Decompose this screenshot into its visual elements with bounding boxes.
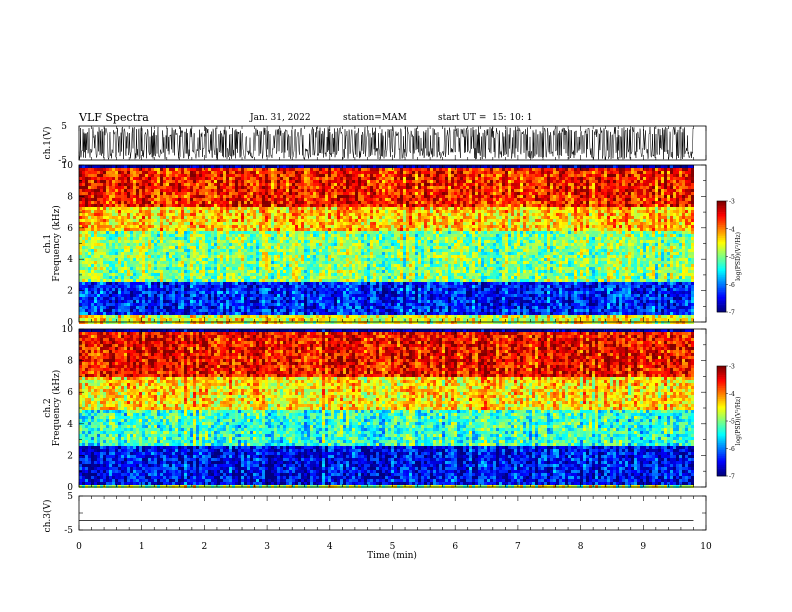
colorbar-tick-label: -5 [729,419,735,426]
y-tick-label: 2 [67,451,73,461]
x-tick-label: 10 [700,542,712,552]
x-tick-label: 3 [264,542,270,552]
ch2-colorbar: -3 -4 -5 -6 -7 log(PSD)(V²/Hz) [716,364,742,481]
ch2-y-label-channel: ch.2 [43,398,53,417]
ch3-y-label: ch.3(V) [42,500,53,533]
x-tick-label: 5 [390,542,396,552]
colorbar-tick-label: -6 [729,282,735,289]
x-tick-label: 9 [640,542,646,552]
y-tick-label: 8 [67,192,73,202]
colorbar-tick-label: -7 [729,310,735,317]
colorbar-label: log(PSD)(V²/Hz) [735,232,742,281]
colorbar-label: log(PSD)(V²/Hz) [735,397,742,446]
ch2-spectrogram [79,329,694,488]
y-tick-label: 4 [67,255,73,265]
y-tick-label: 6 [67,388,73,398]
ch1-y-label-channel: ch.1 [43,234,53,253]
y-tick-label: 4 [67,420,73,430]
y-tick-label: 10 [62,325,74,335]
ch3-frame [78,495,707,531]
x-tick-label: 6 [452,542,458,552]
start-ut-label: start UT = 15: 10: 1 [438,113,533,123]
colorbar-tick-label: -3 [729,364,735,371]
ch1-spectrogram [79,165,694,324]
colorbar-tick-label: -4 [729,226,735,233]
x-tick-label: 8 [578,542,584,552]
station-label: station=MAM [343,113,407,123]
ch1-colorbar: -3 -4 -5 -6 -7 log(PSD)(V²/Hz) [716,199,742,317]
ch1-y-label: ch.1(V) [42,127,53,160]
colorbar-tick-label: -5 [729,254,735,261]
y-tick-label: 5 [67,492,73,502]
y-tick-label: 0 [67,483,73,493]
ch1-y-label-frequency: Frequency (kHz) [51,205,62,282]
ch2-y-label-frequency: Frequency (kHz) [51,370,62,447]
x-axis-label: Time (min) [367,550,417,561]
colorbar-tick-label: -4 [729,391,735,398]
y-tick-label: 0 [67,318,73,328]
x-tick-label: 4 [327,542,333,552]
y-tick-label: 10 [62,161,74,171]
x-tick-label: 0 [76,542,82,552]
colorbar-tick-label: -6 [729,446,735,453]
colorbar-tick-label: -3 [729,199,735,206]
ch1-trace [78,126,694,161]
x-tick-label: 1 [139,542,145,552]
y-tick-label: 8 [67,357,73,367]
y-tick-label: 6 [67,224,73,234]
chart-title: VLF Spectra [79,111,149,124]
y-tick-label: -5 [64,526,73,536]
x-tick-label: 2 [202,542,208,552]
y-tick-label: 2 [67,287,73,297]
x-tick-label: 7 [515,542,521,552]
date-label: Jan. 31, 2022 [250,113,311,123]
colorbar-tick-label: -7 [729,474,735,481]
y-tick-label: 5 [61,122,67,132]
y-tick-label: -5 [58,156,67,166]
